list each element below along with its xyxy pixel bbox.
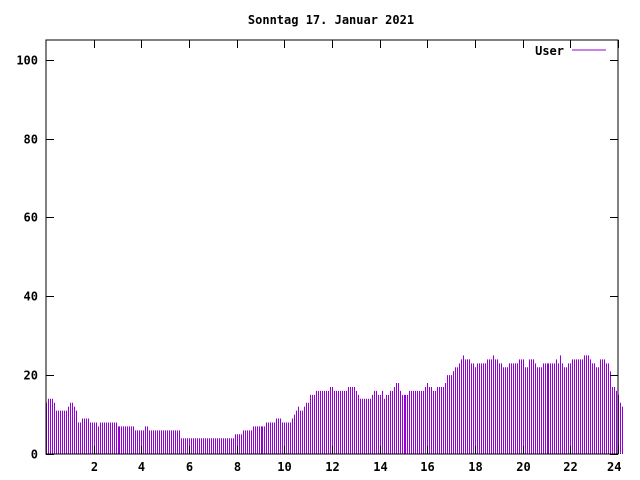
x-tick-label: 22 (563, 460, 577, 474)
y-tick-label: 80 (24, 133, 38, 147)
x-tick-label: 14 (373, 460, 387, 474)
y-tick-label: 60 (24, 211, 38, 225)
y-tick-label: 0 (31, 448, 38, 462)
bars-group (46, 355, 623, 454)
y-tick-label: 40 (24, 290, 38, 304)
x-tick-label: 6 (186, 460, 193, 474)
x-tick-label: 12 (325, 460, 339, 474)
x-tick-label: 18 (468, 460, 482, 474)
legend-label-user: User (535, 44, 564, 58)
x-tick-label: 16 (420, 460, 434, 474)
y-tick-label: 20 (24, 369, 38, 383)
chart-title: Sonntag 17. Januar 2021 (248, 13, 414, 27)
x-tick-label: 8 (234, 460, 241, 474)
y-tick-label: 100 (16, 54, 38, 68)
x-tick-label: 20 (516, 460, 530, 474)
x-tick-label: 4 (138, 460, 145, 474)
x-tick-label: 2 (91, 460, 98, 474)
legend: User (535, 44, 606, 58)
x-tick-label: 10 (277, 460, 291, 474)
x-tick-label: 24 (607, 460, 621, 474)
